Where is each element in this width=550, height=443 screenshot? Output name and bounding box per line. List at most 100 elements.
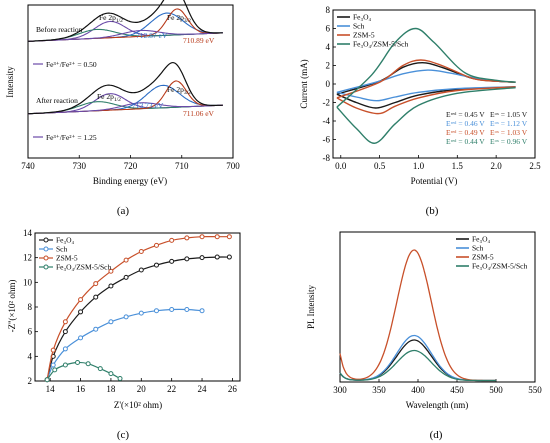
panel-b-ylabel: Current (mA) bbox=[299, 59, 309, 108]
panel-c-series-0-point bbox=[138, 267, 144, 273]
panel-c-series-3-point bbox=[52, 367, 58, 373]
panel-b-xtick-label: 1.0 bbox=[413, 161, 425, 171]
panel-label-a: (a) bbox=[117, 205, 130, 217]
panel-c-series-1-point bbox=[123, 314, 129, 320]
panel-c-series-1-point bbox=[50, 362, 56, 368]
panel-c-ytick-label: 6 bbox=[28, 327, 33, 337]
panel-c-series-2-point bbox=[138, 249, 144, 254]
panel-c-series-3-point bbox=[85, 361, 91, 367]
panel-c-ytick-label: 4 bbox=[28, 351, 33, 361]
panel-c-series-3-point bbox=[117, 376, 123, 382]
panel-b-ytick-label: -4 bbox=[323, 116, 331, 126]
panel-c-xtick-label: 18 bbox=[106, 384, 116, 394]
panel-c-series-2-point bbox=[62, 319, 68, 325]
panel-b-eox-label: Eᵒˣ = 1.12 V bbox=[490, 119, 528, 128]
panel-d-xtick-label: 350 bbox=[372, 385, 386, 395]
panel-c-legend-marker bbox=[43, 264, 49, 270]
panel-b-ytick-label: -6 bbox=[323, 135, 331, 145]
panel-a-xlabel: Binding energy (eV) bbox=[93, 176, 167, 186]
panel-c-series-2-point bbox=[169, 237, 175, 243]
panel-c-series-0-point bbox=[214, 254, 220, 260]
panel-b-series-2-anodic bbox=[336, 59, 516, 99]
panel-a-fe2p12-bot: Fe 2p1/2 bbox=[97, 92, 121, 103]
panel-c-series-3-point bbox=[97, 366, 103, 372]
panel-d-legend-entry: Fe₃O₄/ZSM-5/Sch bbox=[472, 262, 527, 271]
panel-c-series-0-point bbox=[153, 262, 159, 268]
panel-a-xtick-label: 730 bbox=[73, 161, 87, 171]
panel-c-xtick-label: 14 bbox=[46, 384, 56, 394]
panel-c-series-1-point bbox=[138, 310, 144, 316]
panel-b-legend-entry: Fe₃O₄ bbox=[353, 13, 372, 22]
panel-c-series-2-point bbox=[184, 235, 190, 241]
panel-d-series-0-line bbox=[339, 339, 496, 382]
panel-c-legend-marker bbox=[43, 255, 49, 261]
panel-c-series-2-point bbox=[108, 268, 114, 274]
panel-c-xlabel: Z'(×10² ohm) bbox=[114, 400, 162, 410]
panel-d-legend-entry: Fe₃O₄ bbox=[472, 235, 491, 244]
panel-b-ytick-label: 2 bbox=[326, 61, 331, 71]
panel-c-xtick-label: 26 bbox=[228, 384, 238, 394]
panel-d: 300 350 400 450 500 550 PL Intensity Waveleng… bbox=[306, 231, 542, 410]
panel-a-bottom-component-peak bbox=[27, 102, 223, 115]
panel-a-after-label: After reaction bbox=[36, 96, 78, 105]
panel-c-ytick-label: 14 bbox=[23, 228, 33, 238]
panel-c-series-0-point bbox=[123, 274, 129, 280]
panel-b-series-1-cathodic bbox=[336, 86, 516, 102]
panel-b-ered-label: Eʳᵉᵈ = 0.45 V bbox=[446, 110, 485, 119]
panel-c-ytick-label: 10 bbox=[23, 277, 33, 287]
panel-c-series-2-point bbox=[123, 257, 129, 263]
panel-a-peak-red-bot: 711.06 eV bbox=[183, 109, 215, 118]
panel-b-legend-entry: Sch bbox=[353, 22, 365, 31]
panel-b-series-3-cathodic bbox=[336, 87, 516, 144]
panel-c-ylabel: -Z''(×10² ohm) bbox=[7, 280, 17, 333]
panel-b-xtick-label: 0.0 bbox=[335, 161, 347, 171]
panel-b-xtick-label: 1.5 bbox=[452, 161, 464, 171]
panel-b: 0.0 0.5 1.0 1.5 2.0 2.5 -8 -6 -4 -2 0 2 4 6 8 Current … bbox=[299, 5, 541, 186]
panel-b-ered-label: Eʳᵉᵈ = 0.46 V bbox=[446, 119, 485, 128]
panel-b-ytick-label: 4 bbox=[326, 42, 331, 52]
panel-c-ytick-label: 8 bbox=[28, 302, 33, 312]
panel-c-xtick-label: 20 bbox=[137, 384, 147, 394]
panel-c-series-2-point bbox=[214, 234, 220, 240]
panel-d-xtick-label: 500 bbox=[489, 385, 503, 395]
panel-a-bottom-envelope bbox=[27, 61, 223, 115]
panel-c-series-0-point bbox=[108, 283, 114, 289]
panel-c-series-1-point bbox=[62, 346, 68, 352]
panel-c-series-1-point bbox=[169, 306, 175, 312]
panel-c-ytick-label: 2 bbox=[28, 376, 33, 386]
panel-c-xtick-label: 16 bbox=[76, 384, 86, 394]
panel-label-b: (b) bbox=[426, 205, 439, 217]
panel-b-xtick-label: 2.0 bbox=[491, 161, 503, 171]
panel-a-fe2p12-top: Fe 2p1/2 bbox=[99, 13, 123, 24]
panel-b-xlabel: Potential (V) bbox=[411, 176, 458, 186]
panel-b-ytick-label: 8 bbox=[326, 5, 331, 15]
panel-c-series-3-point bbox=[75, 360, 81, 365]
panel-c-xtick-label: 22 bbox=[167, 384, 176, 394]
panel-a-top-component-peak bbox=[27, 29, 223, 42]
panel-c-ytick-label: 12 bbox=[23, 253, 32, 263]
panel-b-ytick-label: 0 bbox=[326, 79, 331, 89]
panel-c-series-0-point bbox=[226, 254, 232, 260]
panel-d-xtick-label: 550 bbox=[528, 385, 542, 395]
panel-c-series-2-point bbox=[93, 281, 99, 287]
panel-c-series-0-line bbox=[46, 256, 230, 380]
panel-a-top-envelope bbox=[27, 0, 223, 42]
panel-c-series-1-point bbox=[199, 308, 205, 314]
panel-d-xtick-label: 400 bbox=[411, 385, 425, 395]
panel-d-curves bbox=[339, 249, 496, 382]
panel-b-eox-label: Eᵒˣ = 0.96 V bbox=[490, 137, 528, 146]
panel-b-potentials: Eʳᵉᵈ = 0.45 V Eᵒˣ = 1.05 V Eʳᵉᵈ = 0.46 V Eᵒ… bbox=[446, 110, 528, 146]
panel-a-fe2p32-top: Fe 2p3/2 bbox=[167, 13, 191, 24]
panel-c-series-1-point bbox=[108, 319, 114, 325]
panel-d-xtick-label: 450 bbox=[450, 385, 464, 395]
panel-b-ytick-label: -2 bbox=[323, 98, 331, 108]
panel-b-series-3-anodic bbox=[336, 27, 516, 108]
panel-c-legend-entry: Sch bbox=[56, 245, 68, 254]
panel-b-ticks: 0.0 0.5 1.0 1.5 2.0 2.5 -8 -6 -4 -2 0 2 4 6 8 bbox=[323, 5, 542, 171]
panel-c-series-0-point bbox=[199, 255, 205, 261]
